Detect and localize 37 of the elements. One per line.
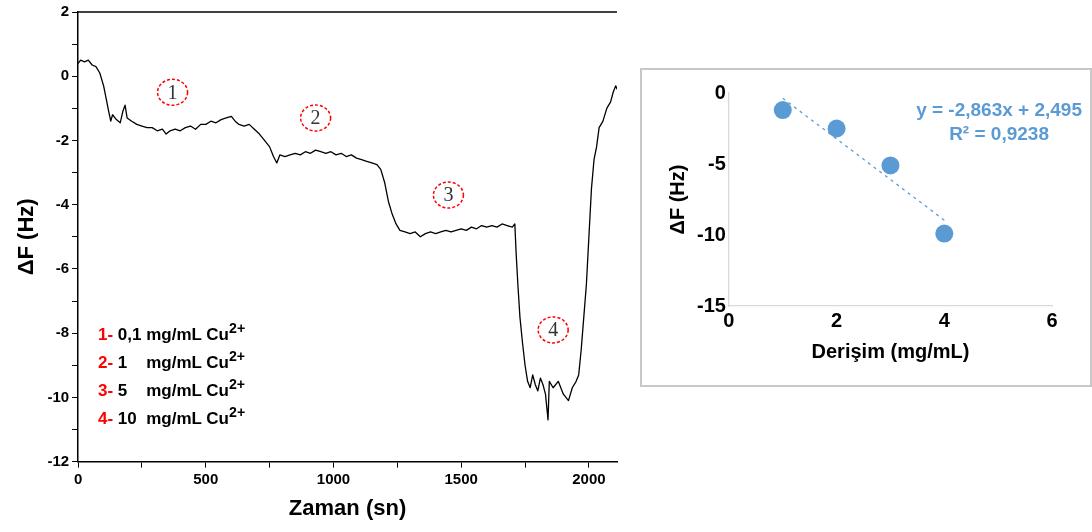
y-tick-label: -12 (47, 451, 70, 469)
annotation: 4- 10 mg/mL Cu$^{2+}$ (98, 404, 246, 428)
x-axis-title: Derişim (mg/mL) (811, 339, 970, 362)
point (827, 119, 846, 138)
x-tick-label: 4 (938, 308, 951, 331)
y-axis-title: ΔF (Hz) (13, 198, 39, 276)
annotation: 3 (443, 183, 454, 206)
x-tick-label: 6 (1046, 308, 1058, 331)
y-tick-label: 0 (60, 66, 70, 84)
annotation: 1- 0,1 mg/mL Cu$^{2+}$ (98, 320, 246, 344)
x-tick-label: 1500 (444, 469, 478, 487)
x-tick-label: 1000 (316, 469, 351, 487)
y-axis-title: ΔF (Hz) (665, 164, 688, 235)
annotation: 3- 5 mg/mL Cu$^{2+}$ (98, 376, 246, 400)
y-tick-label: -2 (55, 130, 70, 148)
y-tick-label: 2 (60, 2, 70, 20)
x-tick-label: 2 (831, 308, 843, 331)
x-tick-label: 500 (193, 469, 219, 487)
annotation: 2- 1 mg/mL Cu$^{2+}$ (98, 348, 246, 372)
y-tick-label: -6 (55, 259, 70, 277)
point (935, 224, 954, 243)
annotation: 1 (167, 80, 178, 103)
y-tick-label: -4 (55, 194, 70, 212)
annotation: y = -2,863x + 2,495 (916, 98, 1082, 122)
point (773, 101, 792, 120)
y-tick-label: -15 (697, 293, 726, 316)
x-tick-label: 0 (73, 469, 83, 487)
x-tick-label: 2000 (572, 469, 606, 487)
y-tick-label: -10 (697, 222, 726, 245)
point (881, 156, 900, 175)
y-tick-label: 0 (714, 80, 726, 103)
annotation: 2 (310, 106, 321, 129)
x-axis-title: Zaman (sn) (288, 494, 407, 520)
y-tick-label: -8 (55, 323, 70, 341)
y-tick-label: -10 (47, 387, 70, 405)
y-tick-label: -5 (708, 151, 726, 174)
annotation: R² = 0,9238 (948, 122, 1050, 146)
